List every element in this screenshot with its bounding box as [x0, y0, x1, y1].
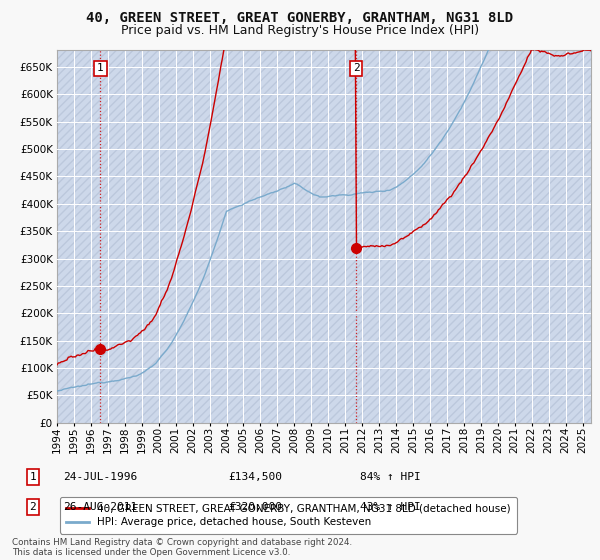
Text: £134,500: £134,500	[228, 472, 282, 482]
Text: 43% ↑ HPI: 43% ↑ HPI	[360, 502, 421, 512]
Text: 1: 1	[97, 63, 104, 73]
Text: 26-AUG-2011: 26-AUG-2011	[63, 502, 137, 512]
Text: 2: 2	[353, 63, 359, 73]
Text: £320,000: £320,000	[228, 502, 282, 512]
Text: 40, GREEN STREET, GREAT GONERBY, GRANTHAM, NG31 8LD: 40, GREEN STREET, GREAT GONERBY, GRANTHA…	[86, 11, 514, 25]
Text: Contains HM Land Registry data © Crown copyright and database right 2024.
This d: Contains HM Land Registry data © Crown c…	[12, 538, 352, 557]
Legend: 40, GREEN STREET, GREAT GONERBY, GRANTHAM, NG31 8LD (detached house), HPI: Avera: 40, GREEN STREET, GREAT GONERBY, GRANTHA…	[59, 497, 517, 534]
Text: 84% ↑ HPI: 84% ↑ HPI	[360, 472, 421, 482]
Text: 24-JUL-1996: 24-JUL-1996	[63, 472, 137, 482]
Text: Price paid vs. HM Land Registry's House Price Index (HPI): Price paid vs. HM Land Registry's House …	[121, 24, 479, 36]
Text: 1: 1	[29, 472, 37, 482]
Text: 2: 2	[29, 502, 37, 512]
